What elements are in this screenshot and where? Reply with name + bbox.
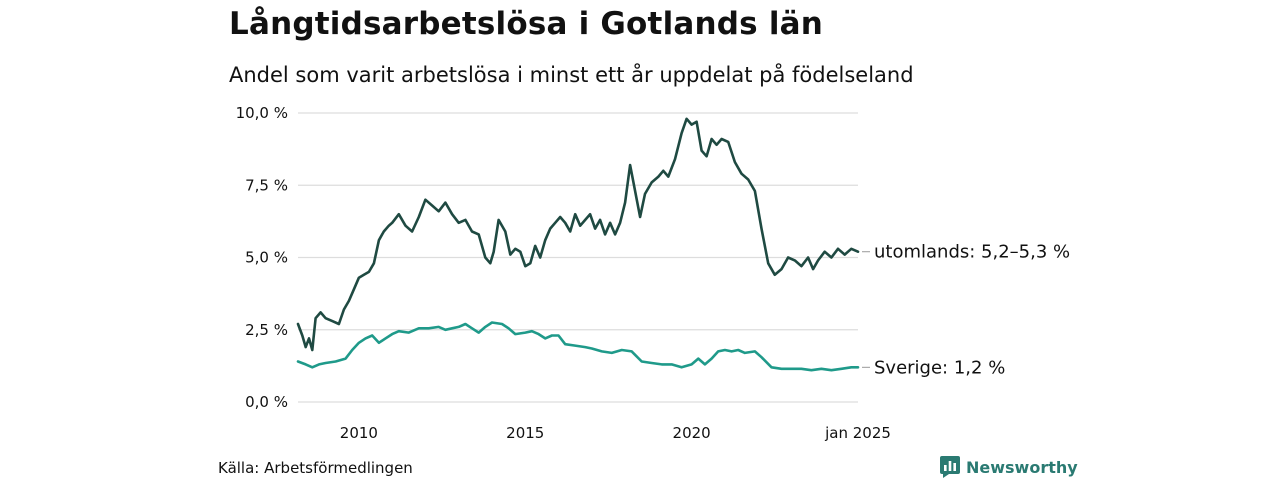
y-tick-label: 0,0 %	[245, 393, 288, 411]
x-axis-ticks: 2010 2015 2020 jan 2025	[340, 424, 891, 442]
y-axis-ticks: 0,0 % 2,5 % 5,0 % 7,5 % 10,0 %	[236, 104, 288, 411]
x-tick-label: jan 2025	[824, 424, 891, 442]
source-note: Källa: Arbetsförmedlingen	[218, 459, 413, 477]
series-line-utomlands	[296, 117, 860, 352]
series-end-label: Sverige: 1,2 %	[874, 357, 1005, 378]
y-tick-label: 10,0 %	[236, 104, 288, 122]
series-lines	[296, 117, 860, 372]
x-tick-label: 2015	[506, 424, 544, 442]
grid-lines	[298, 112, 858, 403]
chart-subtitle: Andel som varit arbetslösa i minst ett å…	[229, 63, 914, 87]
series-end-labels: utomlands: 5,2–5,3 % Sverige: 1,2 %	[862, 242, 1070, 378]
y-tick-label: 5,0 %	[245, 249, 288, 267]
y-tick-label: 2,5 %	[245, 321, 288, 339]
x-tick-label: 2010	[340, 424, 378, 442]
newsworthy-icon	[940, 456, 960, 478]
series-line-sverige	[296, 321, 860, 372]
brand-logo: Newsworthy	[940, 456, 1078, 478]
y-tick-label: 7,5 %	[245, 176, 288, 194]
series-end-label: utomlands: 5,2–5,3 %	[874, 242, 1070, 263]
brand-name: Newsworthy	[966, 457, 1078, 477]
x-tick-label: 2020	[673, 424, 711, 442]
chart-title: Långtidsarbetslösa i Gotlands län	[229, 6, 824, 42]
